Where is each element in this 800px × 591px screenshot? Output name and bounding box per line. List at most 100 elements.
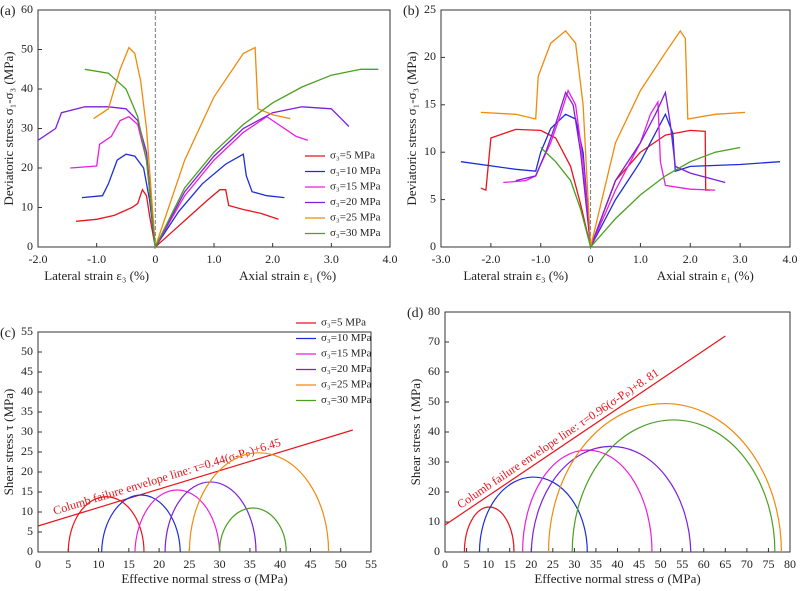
y-axis-label: Deviatoric stress σ₁-σ₃ (MPa)	[1, 51, 16, 205]
legend-label: σ₃=20 MPa	[321, 363, 372, 375]
x-axis-label: Lateral strain ε₃ (%)	[44, 268, 149, 283]
legend-label: σ₃=20 MPa	[330, 196, 381, 208]
x-tick-label: 5	[464, 557, 470, 571]
x-tick-label: 10	[93, 557, 105, 571]
x-tick-label: 4.0	[783, 252, 798, 266]
x-tick-label: 0	[442, 557, 448, 571]
y-axis-label: Shear stress τ (MPa)	[1, 389, 16, 496]
legend-label: σ₃=10 MPa	[330, 165, 381, 177]
y-tick-label: 0	[27, 239, 33, 253]
y-tick-label: 10	[21, 199, 33, 213]
x-tick-label: 1.0	[207, 252, 222, 266]
x-tick-label: 30	[568, 557, 580, 571]
panel-label: (c)	[0, 326, 16, 341]
x-tick-label: 75	[762, 557, 774, 571]
y-tick-label: 0	[430, 239, 436, 253]
x-tick-label: 4.0	[383, 252, 398, 266]
x-axis-label: Axial strain ε₁ (%)	[239, 268, 336, 283]
x-tick-label: 2.0	[683, 252, 698, 266]
y-tick-label: 15	[21, 484, 33, 498]
legend-label: σ₃=5 MPa	[330, 150, 375, 162]
x-tick-label: 45	[304, 557, 316, 571]
mohr-circle	[188, 452, 330, 553]
y-tick-label: 30	[428, 454, 440, 468]
mohr-circle	[134, 489, 221, 553]
x-axis-label: Lateral strain ε₃ (%)	[463, 268, 568, 283]
x-tick-label: -1.0	[87, 252, 106, 266]
plot-frame	[37, 331, 372, 553]
y-tick-label: 40	[21, 384, 33, 398]
x-axis-label: Effective normal stress σ (MPa)	[121, 571, 287, 586]
curve	[84, 68, 379, 250]
mohr-circle	[101, 494, 181, 553]
x-tick-label: 40	[274, 557, 286, 571]
x-tick-label: 25	[547, 557, 559, 571]
y-tick-label: 45	[21, 364, 33, 378]
y-tick-label: 40	[21, 81, 33, 95]
curve	[93, 46, 291, 248]
legend-label: σ₃=30 MPa	[330, 227, 381, 239]
x-tick-label: 30	[214, 557, 226, 571]
y-tick-label: 60	[428, 364, 440, 378]
x-tick-label: 20	[153, 557, 165, 571]
curve	[540, 146, 741, 249]
y-tick-label: 80	[428, 304, 440, 318]
x-tick-label: 60	[698, 557, 710, 571]
x-tick-label: 50	[655, 557, 667, 571]
y-tick-label: 35	[21, 404, 33, 418]
y-tick-label: 15	[424, 97, 436, 111]
legend-label: σ₃=30 MPa	[321, 394, 372, 406]
x-tick-label: -1.0	[531, 252, 550, 266]
mohr-circle	[67, 496, 145, 553]
x-tick-label: -2.0	[29, 252, 48, 266]
y-tick-label: 0	[434, 544, 440, 558]
x-tick-label: 50	[335, 557, 347, 571]
mohr-circle	[219, 507, 287, 553]
x-tick-label: 35	[590, 557, 602, 571]
legend-label: σ₃=15 MPa	[330, 181, 381, 193]
curve	[76, 188, 279, 249]
mohr-circle	[478, 476, 588, 553]
x-tick-label: 20	[525, 557, 537, 571]
x-tick-label: 80	[784, 557, 796, 571]
x-tick-label: 10	[482, 557, 494, 571]
y-tick-label: 25	[21, 444, 33, 458]
mohr-circle	[463, 506, 515, 553]
x-tick-label: 45	[633, 557, 645, 571]
y-tick-label: 20	[21, 160, 33, 174]
curve	[515, 90, 726, 248]
x-tick-label: 15	[123, 557, 135, 571]
mohr-circle	[530, 445, 692, 553]
y-tick-label: 5	[27, 524, 33, 538]
plot-frame	[444, 311, 791, 553]
x-tick-label: -2.0	[481, 252, 500, 266]
x-tick-label: 0	[588, 252, 594, 266]
legend-label: σ₃=10 MPa	[321, 332, 372, 344]
y-tick-label: 20	[21, 464, 33, 478]
y-tick-label: 25	[424, 2, 436, 16]
y-tick-label: 50	[21, 344, 33, 358]
x-tick-label: 0	[35, 557, 41, 571]
panel-label: (b)	[403, 4, 420, 19]
x-tick-label: 70	[741, 557, 753, 571]
x-tick-label: 40	[612, 557, 624, 571]
x-tick-label: -3.0	[432, 252, 451, 266]
y-tick-label: 20	[424, 49, 436, 63]
y-tick-label: 50	[21, 41, 33, 55]
y-tick-label: 10	[21, 504, 33, 518]
x-tick-label: 5	[65, 557, 71, 571]
envelope-line	[444, 335, 726, 526]
panel-label: (d)	[407, 306, 424, 321]
y-axis-label: Deviatoric stress σ₁-σ₃ (MPa)	[404, 51, 419, 205]
mohr-circle	[571, 419, 776, 553]
y-tick-label: 70	[428, 334, 440, 348]
x-axis-label: Effective normal stress σ (MPa)	[534, 571, 700, 586]
legend-label: σ₃=25 MPa	[330, 212, 381, 224]
legend-label: σ₃=5 MPa	[321, 317, 366, 329]
x-tick-label: 55	[365, 557, 377, 571]
y-tick-label: 20	[428, 484, 440, 498]
y-tick-label: 30	[21, 120, 33, 134]
x-tick-label: 15	[504, 557, 516, 571]
y-tick-label: 10	[428, 514, 440, 528]
